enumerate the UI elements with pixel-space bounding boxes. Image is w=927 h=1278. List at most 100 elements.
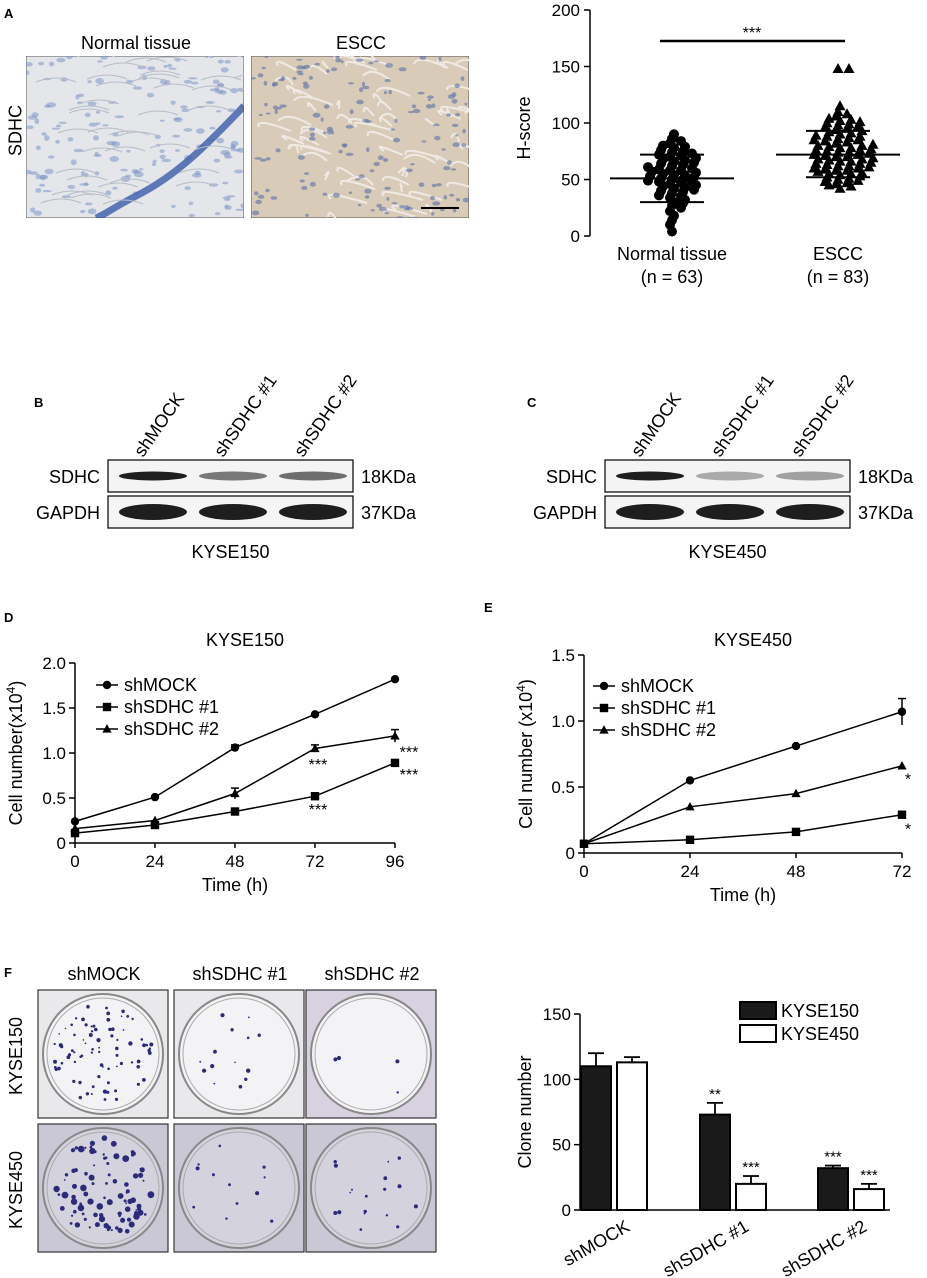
nucleus	[235, 208, 244, 211]
nucleus	[368, 61, 374, 65]
nucleus	[255, 199, 262, 205]
nucleus	[274, 109, 278, 115]
nucleus	[417, 91, 425, 95]
colony	[103, 1156, 107, 1160]
nucleus	[80, 170, 86, 177]
nucleus	[184, 186, 191, 191]
y-tick-label: 100	[543, 1070, 571, 1089]
colony	[396, 1225, 400, 1229]
stroma-fiber	[391, 204, 428, 215]
blot-band	[696, 504, 764, 520]
stroma-fiber	[327, 211, 337, 218]
blot-band	[199, 504, 267, 520]
nucleus	[181, 108, 190, 113]
nucleus	[390, 128, 396, 131]
nucleus	[180, 105, 188, 109]
stroma-fiber	[293, 95, 334, 106]
colony	[72, 1079, 76, 1083]
nucleus	[334, 56, 340, 58]
nucleus	[55, 140, 60, 144]
nucleus	[226, 195, 236, 198]
fiber	[153, 83, 195, 89]
nucleus	[170, 100, 176, 105]
culture-dish	[178, 993, 300, 1115]
fiber	[104, 146, 146, 152]
data-point	[310, 743, 320, 753]
data-point	[845, 113, 857, 124]
colony	[102, 1066, 104, 1068]
nucleus	[364, 195, 370, 199]
h-score-scatter-chart: H-score 0 50 100 150 200 Normal tissue (n = 63…	[514, 1, 900, 287]
colony	[359, 1228, 363, 1231]
nucleus	[410, 163, 415, 166]
nucleus	[388, 89, 392, 95]
blot-row-label: SDHC	[49, 467, 100, 487]
data-point	[390, 731, 400, 740]
blot-band	[119, 504, 187, 520]
nucleus	[386, 197, 390, 201]
colony	[107, 1067, 110, 1071]
nucleus	[251, 210, 260, 216]
colony	[234, 1061, 236, 1064]
stroma-fiber	[281, 134, 305, 145]
nucleus	[356, 99, 364, 105]
colony	[81, 1017, 85, 1022]
nucleus	[464, 102, 468, 106]
nucleus	[373, 161, 380, 167]
colony	[91, 1048, 94, 1051]
dish-rim	[314, 1131, 428, 1245]
nucleus	[425, 104, 433, 109]
culture-dish	[42, 993, 164, 1115]
significance-label: ***	[742, 1159, 760, 1176]
significance-label: **	[709, 1086, 721, 1103]
nucleus	[385, 63, 393, 68]
colony	[102, 1153, 105, 1156]
nucleus	[188, 201, 194, 206]
data-point	[685, 776, 695, 785]
nucleus	[384, 90, 387, 95]
lane-label: shSDHC #2	[290, 371, 361, 460]
fiber	[67, 190, 109, 196]
nucleus	[419, 56, 427, 60]
legend-swatch	[739, 1024, 777, 1043]
data-point	[643, 162, 653, 173]
culture-dish	[42, 1127, 164, 1249]
nucleus	[452, 208, 457, 213]
dish-rim	[182, 1131, 296, 1245]
stroma-fiber	[324, 170, 330, 181]
colony	[60, 1061, 64, 1065]
nucleus	[67, 137, 74, 142]
nucleus	[159, 149, 165, 153]
colony	[140, 1038, 144, 1041]
data-point	[854, 116, 866, 127]
colony	[77, 1145, 85, 1153]
y-tick-label: 1.5	[551, 646, 575, 665]
y-tick-label: 150	[552, 58, 580, 77]
y-tick-label: 100	[552, 114, 580, 133]
colony	[61, 1191, 69, 1199]
stroma-fiber	[274, 75, 294, 86]
colony	[90, 1030, 94, 1033]
blot-size-label: 18KDa	[858, 467, 914, 487]
fiber	[138, 73, 180, 79]
ihc-row-label: SDHC	[5, 105, 26, 157]
ihc-normal-label: Normal tissue	[80, 33, 192, 53]
y-axis-label: Clone number	[515, 1055, 535, 1168]
nucleus	[209, 126, 216, 130]
stroma-fiber	[408, 190, 443, 201]
stroma-fiber	[306, 101, 317, 112]
legend-label: shMOCK	[621, 676, 694, 696]
bar	[853, 1188, 885, 1212]
stroma-fiber	[377, 100, 392, 111]
colony	[98, 1216, 106, 1223]
stroma-fiber	[275, 60, 297, 71]
colony	[66, 1055, 71, 1060]
nucleus	[183, 128, 193, 132]
colony	[124, 1206, 131, 1212]
x-tick-label: 96	[386, 852, 405, 871]
nucleus	[27, 115, 38, 120]
nucleus	[443, 195, 448, 200]
colony	[148, 1047, 151, 1050]
colony	[122, 1155, 130, 1162]
nucleus	[263, 80, 268, 86]
